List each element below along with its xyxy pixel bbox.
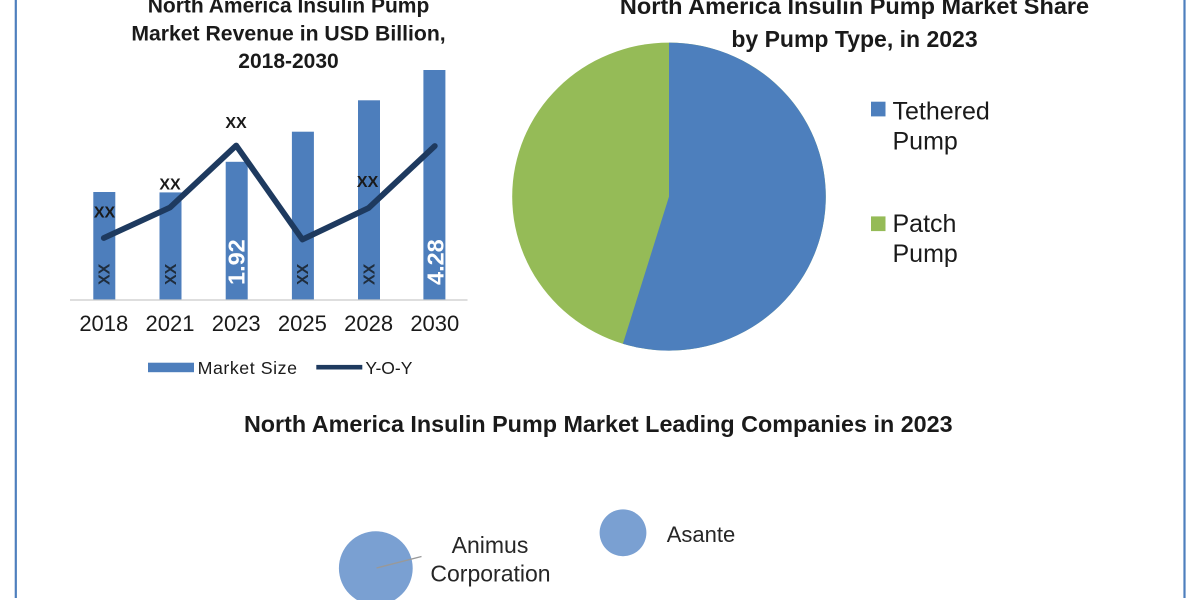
- svg-text:Corporation: Corporation: [430, 561, 550, 587]
- svg-text:2028: 2028: [344, 311, 393, 336]
- svg-text:4.28: 4.28: [422, 239, 448, 285]
- svg-text:Tethered: Tethered: [893, 97, 990, 125]
- svg-text:XX: XX: [357, 174, 379, 191]
- svg-text:XX: XX: [361, 263, 378, 285]
- svg-text:Y-O-Y: Y-O-Y: [365, 358, 412, 378]
- svg-text:Patch: Patch: [893, 210, 957, 238]
- svg-text:Pump: Pump: [893, 240, 958, 268]
- svg-text:Asante: Asante: [667, 522, 736, 547]
- svg-text:2021: 2021: [146, 311, 195, 336]
- svg-text:North America Insulin Pump Mar: North America Insulin Pump Market Leadin…: [244, 411, 953, 437]
- svg-text:2018: 2018: [79, 311, 128, 336]
- svg-text:XX: XX: [163, 263, 180, 285]
- svg-text:2030: 2030: [410, 311, 459, 336]
- svg-text:North America Insulin Pump: North America Insulin Pump: [148, 0, 430, 18]
- svg-text:XX: XX: [97, 263, 114, 285]
- svg-text:XX: XX: [225, 115, 247, 132]
- svg-text:Market Size: Market Size: [198, 358, 298, 378]
- svg-text:2018-2030: 2018-2030: [238, 50, 338, 73]
- svg-text:1.92: 1.92: [224, 239, 250, 285]
- svg-text:by Pump Type, in 2023: by Pump Type, in 2023: [731, 26, 977, 52]
- svg-text:XX: XX: [295, 263, 312, 285]
- svg-text:2023: 2023: [212, 311, 261, 336]
- svg-text:XX: XX: [159, 177, 181, 194]
- svg-text:Market Revenue in USD Billion,: Market Revenue in USD Billion,: [131, 23, 445, 46]
- svg-text:North America Insulin Pump Mar: North America Insulin Pump Market Share: [620, 0, 1089, 19]
- svg-text:Animus: Animus: [452, 532, 529, 558]
- svg-text:2025: 2025: [278, 311, 327, 336]
- svg-text:Pump: Pump: [893, 128, 958, 156]
- svg-text:XX: XX: [94, 205, 116, 222]
